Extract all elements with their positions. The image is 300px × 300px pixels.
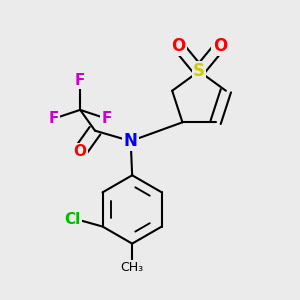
Text: CH₃: CH₃: [121, 261, 144, 274]
Text: O: O: [213, 37, 227, 55]
Text: O: O: [171, 37, 185, 55]
Text: O: O: [74, 144, 87, 159]
Text: Cl: Cl: [65, 212, 81, 226]
Text: F: F: [48, 111, 59, 126]
Text: N: N: [124, 132, 138, 150]
Text: F: F: [102, 111, 112, 126]
Text: S: S: [193, 62, 205, 80]
Text: F: F: [75, 73, 85, 88]
